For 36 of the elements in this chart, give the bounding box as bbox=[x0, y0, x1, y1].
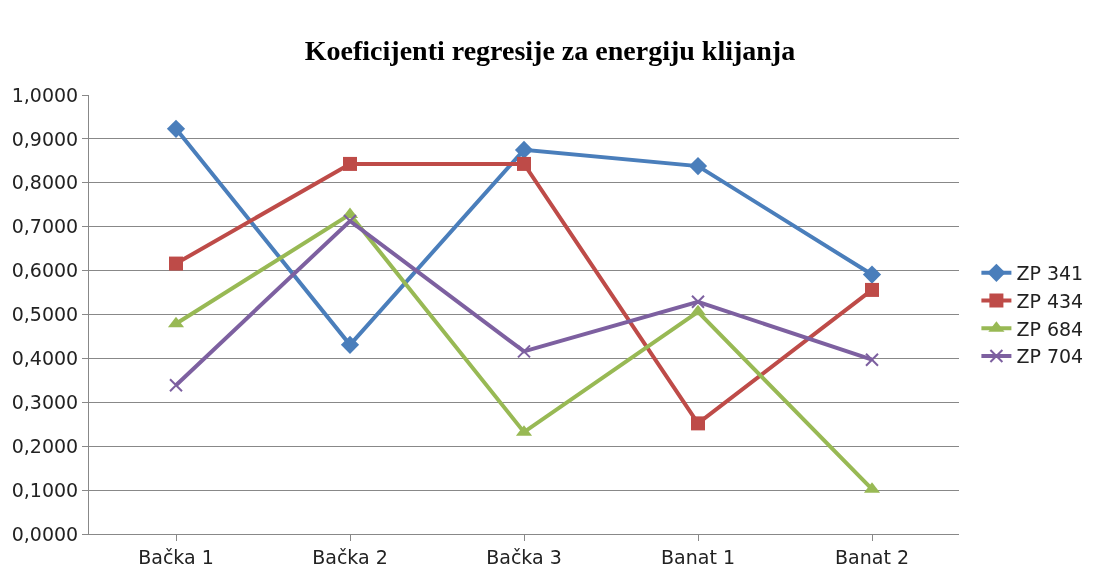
y-tick-label: 0,0000 bbox=[11, 522, 79, 545]
y-tick-label: 0,4000 bbox=[11, 347, 79, 370]
x-tick-label: Banat 1 bbox=[661, 545, 735, 568]
point bbox=[340, 335, 360, 354]
point bbox=[862, 265, 882, 284]
chart-title: Koeficijenti regresije za energiju klijanja bbox=[304, 35, 796, 67]
point bbox=[343, 156, 357, 171]
point bbox=[691, 416, 705, 431]
x-tick-label: Bačka 3 bbox=[486, 545, 562, 568]
x-tick-label: Bačka 1 bbox=[138, 545, 214, 568]
y-tick-label: 0,7000 bbox=[11, 215, 79, 238]
legend-label: ZP 684 bbox=[1016, 317, 1084, 340]
point bbox=[517, 156, 531, 171]
x-tick-label: Banat 2 bbox=[835, 545, 909, 568]
y-tick-label: 0,8000 bbox=[11, 171, 79, 194]
point bbox=[865, 282, 879, 297]
x-tick-label: Bačka 2 bbox=[312, 545, 388, 568]
point bbox=[166, 119, 186, 138]
point bbox=[169, 256, 183, 271]
y-tick-label: 0,9000 bbox=[11, 127, 79, 150]
legend-label: ZP 434 bbox=[1016, 289, 1084, 312]
point bbox=[514, 140, 534, 159]
legend-label: ZP 704 bbox=[1016, 345, 1084, 368]
point bbox=[865, 352, 879, 367]
legend-label: ZP 341 bbox=[1016, 262, 1084, 285]
y-tick-label: 1,0000 bbox=[11, 83, 79, 106]
point bbox=[517, 344, 531, 359]
point bbox=[691, 294, 705, 309]
point bbox=[688, 157, 708, 176]
y-tick-label: 0,2000 bbox=[11, 434, 79, 457]
y-tick-label: 0,1000 bbox=[11, 478, 79, 501]
point bbox=[343, 213, 357, 228]
y-tick-label: 0,6000 bbox=[11, 259, 79, 282]
point bbox=[169, 378, 183, 393]
y-tick-label: 0,3000 bbox=[11, 390, 79, 413]
y-tick-label: 0,5000 bbox=[11, 303, 79, 326]
